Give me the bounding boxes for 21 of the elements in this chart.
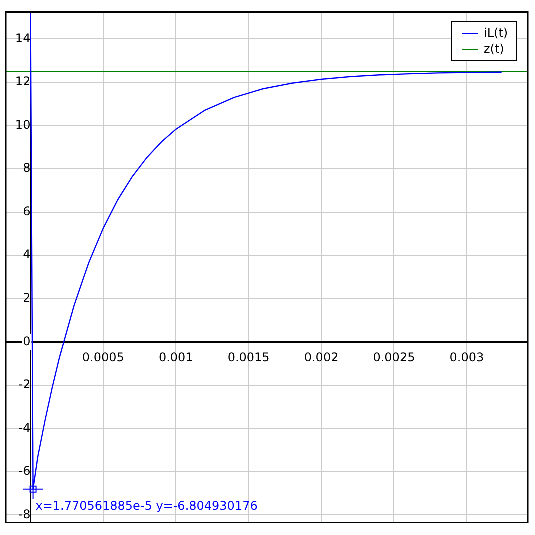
y-tick-label: 14 xyxy=(15,31,31,46)
y-tick-label: 6 xyxy=(23,204,31,218)
y-tick-label: -6 xyxy=(18,464,31,478)
x-tick-label: 0.002 xyxy=(304,350,339,364)
x-tick-label: 0.0015 xyxy=(228,350,270,364)
x-tick-label: 0.0005 xyxy=(82,350,124,364)
x-tick-label: 0.0025 xyxy=(373,350,416,364)
y-tick-label: 0 xyxy=(23,334,31,348)
legend-label: iL(t) xyxy=(484,25,508,42)
y-tick-label: 12 xyxy=(15,74,31,89)
x-tick-label: 0.003 xyxy=(450,350,484,364)
y-tick-label: -2 xyxy=(18,378,31,392)
legend-label: z(t) xyxy=(484,41,504,58)
y-tick-label: 10 xyxy=(15,118,31,132)
y-tick-label: 8 xyxy=(23,161,31,176)
y-tick-label: -4 xyxy=(18,420,31,435)
y-tick-label: -8 xyxy=(18,507,31,522)
x-tick-label: 0.001 xyxy=(158,350,194,364)
annotation: x=1.770561885e-5 y=-6.804930176 xyxy=(36,498,258,513)
y-tick-label: 2 xyxy=(23,290,31,305)
y-tick-label: 4 xyxy=(23,248,31,262)
